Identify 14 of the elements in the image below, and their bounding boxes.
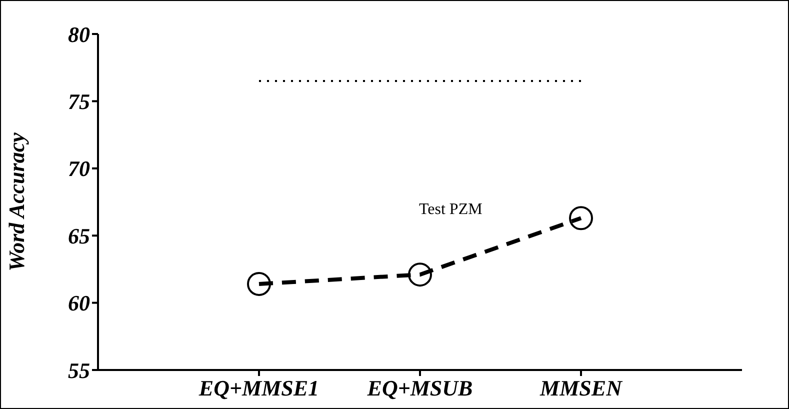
point — [408, 262, 432, 287]
y-tick-label: 60 — [68, 290, 90, 316]
y-tick-label: 75 — [68, 89, 90, 114]
y-tick-label: 65 — [68, 223, 90, 248]
annotation: Test PZM — [419, 201, 482, 219]
x-tick-label: EQ+MMSE1 — [198, 376, 320, 401]
y-tick-label: 55 — [68, 358, 90, 383]
y-tick-label: 80 — [68, 22, 90, 47]
x-tick-label: MMSEN — [539, 376, 624, 401]
y-axis-title: Word Accuracy — [4, 132, 29, 272]
x-tick-label: EQ+MSUB — [366, 376, 473, 401]
point — [247, 272, 271, 296]
y-tick-label: 70 — [68, 156, 90, 182]
point — [569, 206, 593, 230]
